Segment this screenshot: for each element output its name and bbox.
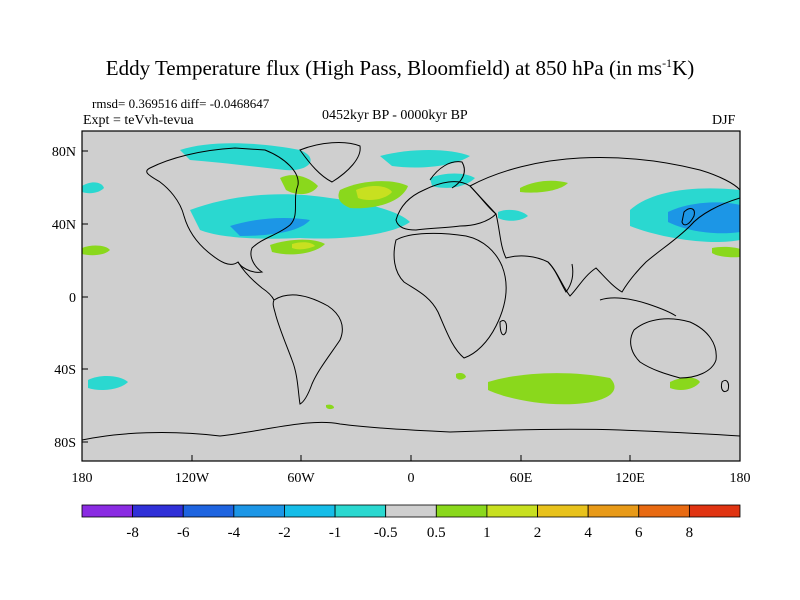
kuroshio-positive-patch xyxy=(712,246,740,258)
lat-tick-label: 80S xyxy=(54,436,76,451)
siberia-positive-patch xyxy=(520,180,568,193)
antarctica-coast xyxy=(82,421,740,441)
pacific-west-negative-patch xyxy=(82,182,104,194)
north-atlantic-deep-patch xyxy=(230,218,310,236)
cape-horn-positive-patch xyxy=(326,404,334,410)
lon-axis: 180 120W 60W 0 60E 120E 180 xyxy=(72,455,751,486)
lon-tick-label: 120W xyxy=(175,471,210,486)
colorbar-label: 8 xyxy=(686,525,694,541)
new-zealand-coast xyxy=(721,379,729,393)
hawaii-positive-patch xyxy=(82,245,110,256)
lat-tick-label: 40S xyxy=(54,363,76,378)
colorbar-box xyxy=(537,504,589,518)
lat-axis: 80N 40N 0 40S 80S xyxy=(52,145,88,451)
lon-tick-label: 0 xyxy=(408,471,415,486)
colorbar-label: -8 xyxy=(126,525,139,541)
lon-tick-label: 120E xyxy=(615,471,645,486)
mediterranean-negative-patch xyxy=(498,209,528,221)
colorbar-box xyxy=(587,504,640,518)
southern-ocean-positive-patch xyxy=(488,373,615,405)
greenland-coast xyxy=(299,142,361,183)
period-label: 0452kyr BP - 0000kyr BP xyxy=(322,108,468,123)
colorbar-box xyxy=(385,504,437,518)
colorbar-box xyxy=(486,504,538,518)
western-atlantic-core-patch xyxy=(292,242,315,250)
colorbar-label: 6 xyxy=(635,525,643,541)
south-atlantic-positive-patch xyxy=(456,373,466,380)
tasman-positive-patch xyxy=(670,377,700,390)
lat-tick-label: 40N xyxy=(52,218,76,233)
india-coast xyxy=(547,261,574,293)
colorbar-box xyxy=(81,504,134,518)
south-america-coast xyxy=(272,294,343,405)
north-america-coast xyxy=(146,147,299,273)
experiment-label: Expt = teVvh-tevua xyxy=(83,113,194,128)
colorbar-box xyxy=(182,504,235,518)
colorbar-label: 0.5 xyxy=(427,525,446,541)
indonesia-coast xyxy=(599,297,677,317)
colorbar-box xyxy=(132,504,184,518)
australia-coast xyxy=(630,318,717,379)
colorbar-label: 1 xyxy=(483,525,491,541)
central-america-coast xyxy=(237,261,275,301)
africa-coast xyxy=(393,232,507,359)
colorbar-box xyxy=(284,504,336,518)
colorbar-box xyxy=(334,504,387,518)
lat-tick-label: 80N xyxy=(52,145,76,160)
colorbar-box xyxy=(638,504,690,518)
colorbar-box xyxy=(688,504,741,518)
arctic-negative-patch xyxy=(380,150,470,168)
scandinavia-negative-patch xyxy=(430,173,475,188)
coastlines xyxy=(82,142,740,441)
japan-coast xyxy=(681,208,695,226)
lon-tick-label: 180 xyxy=(72,471,93,486)
colorbar-label: -0.5 xyxy=(374,525,398,541)
map-background xyxy=(82,131,740,461)
colorbar-label: -1 xyxy=(329,525,342,541)
colorbar-box xyxy=(233,504,285,518)
colorbar-label: 2 xyxy=(534,525,542,541)
asia-coast xyxy=(469,157,740,297)
colorbar-label: -4 xyxy=(228,525,241,541)
season-label: DJF xyxy=(712,113,736,128)
plot-title: Eddy Temperature flux (High Pass, Bloomf… xyxy=(105,56,695,80)
south-pacific-negative-patch xyxy=(88,376,128,390)
colorbar-label: -6 xyxy=(177,525,190,541)
lat-tick-label: 0 xyxy=(69,291,76,306)
colorbar-box xyxy=(435,504,488,518)
colorbar: -8 -6 -4 -2 -1 -0.5 0.5 1 2 4 6 8 xyxy=(81,504,741,541)
scandinavia-coast xyxy=(429,161,465,189)
colorbar-label: 4 xyxy=(584,525,592,541)
hudson-positive-patch xyxy=(280,175,318,195)
stats-line: rmsd= 0.369516 diff= -0.0468647 xyxy=(92,96,270,111)
lon-tick-label: 180 xyxy=(730,471,751,486)
colorbar-label: -2 xyxy=(278,525,291,541)
lon-tick-label: 60E xyxy=(510,471,533,486)
madagascar-coast xyxy=(499,319,507,336)
north-atlantic-core-patch xyxy=(356,186,392,200)
lon-tick-label: 60W xyxy=(287,471,315,486)
